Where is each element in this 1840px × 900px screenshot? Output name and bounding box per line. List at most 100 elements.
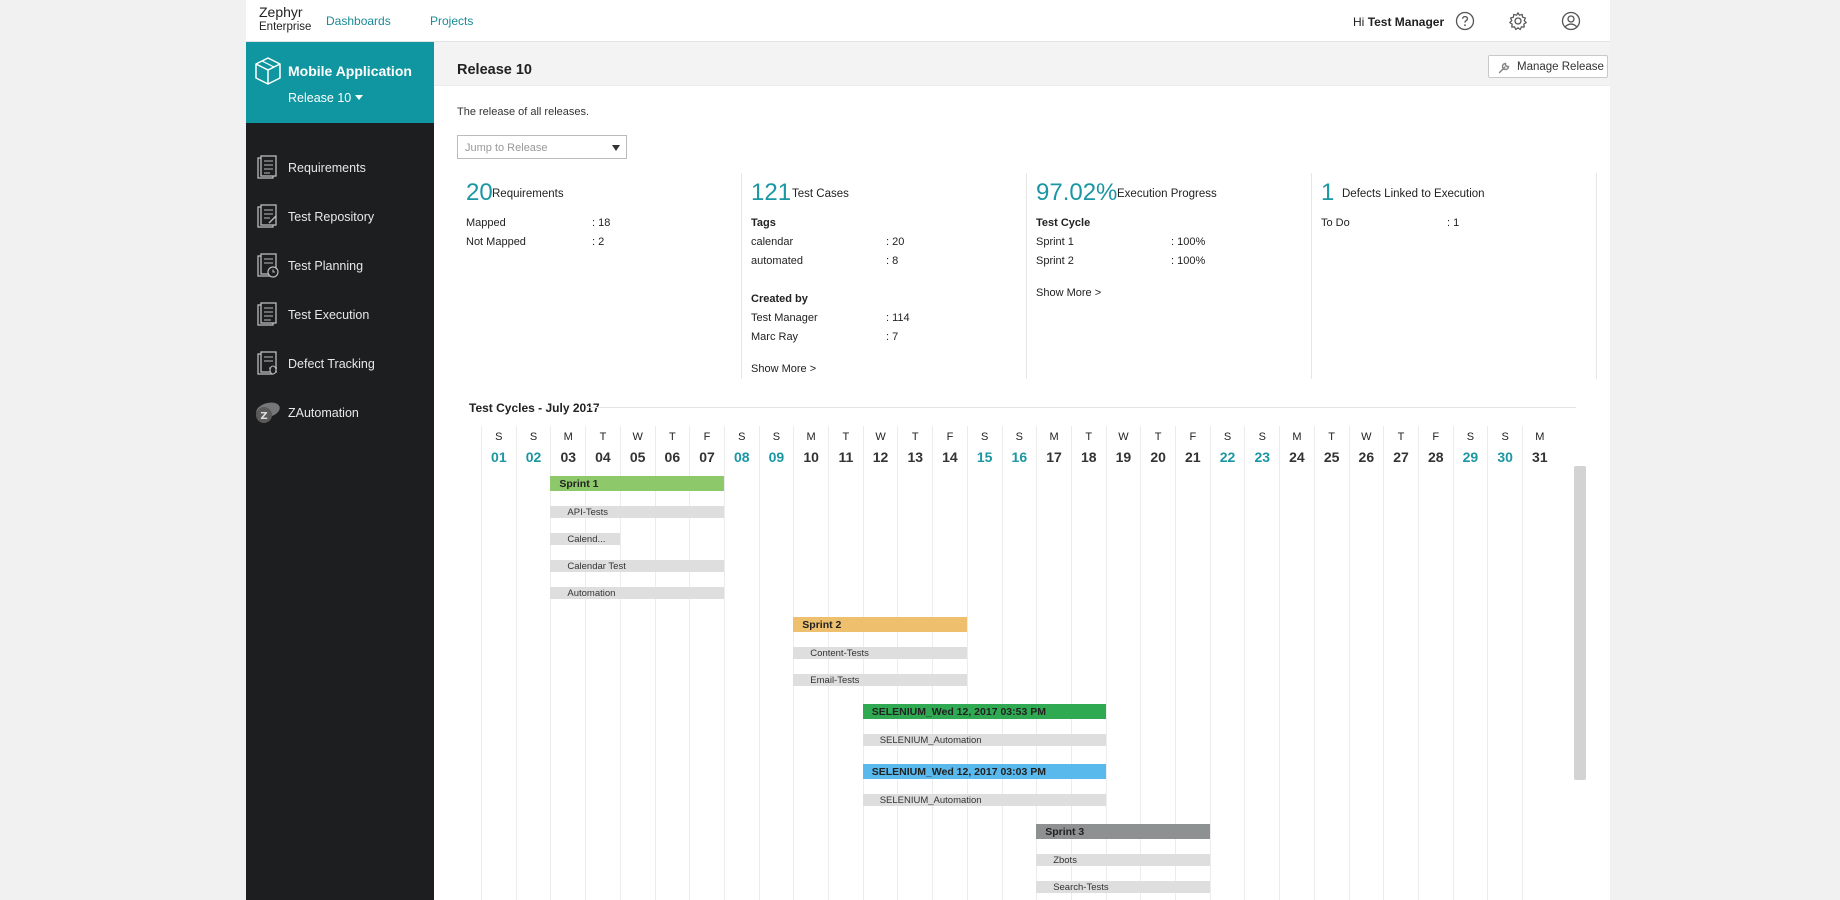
stat-value: : 2	[592, 236, 605, 248]
testcases-count[interactable]: 121	[751, 179, 792, 206]
defects-count[interactable]: 1	[1321, 179, 1335, 206]
calendar-day-column: T 20	[1140, 426, 1175, 900]
calendar-day-column: W 12	[862, 426, 898, 900]
stat-value: : 20	[886, 236, 905, 248]
gear-icon[interactable]	[1508, 11, 1528, 31]
weekday-label: S	[1501, 431, 1509, 443]
weekday-label: S	[772, 431, 781, 443]
test-phase-bar[interactable]: SELENIUM_Automation	[862, 794, 1106, 806]
test-phase-bar[interactable]: Automation	[550, 587, 724, 599]
calendar-day-column: S 02	[515, 426, 551, 900]
weekday-label: T	[668, 431, 676, 443]
calendar-day-column: M 17	[1036, 426, 1071, 900]
show-more-link[interactable]: Show More >	[751, 363, 817, 375]
weekday-label: S	[529, 431, 538, 443]
user-name[interactable]: Test Manager	[1367, 15, 1445, 29]
test-phase-bar[interactable]: Content-Tests	[793, 647, 967, 659]
test-phase-bar[interactable]: Search-Tests	[1036, 881, 1210, 893]
sidebar-item-test-execution[interactable]: Test Execution	[246, 295, 434, 335]
stat-key: To Do	[1321, 217, 1350, 229]
calendar-day-column: S 08	[723, 426, 759, 900]
test-phase-bar[interactable]: Zbots	[1036, 854, 1210, 866]
brand-logo[interactable]: Zephyr Enterprise	[259, 5, 311, 35]
execution-progress-value[interactable]: 97.02%	[1036, 179, 1118, 206]
calendar-title: Test Cycles - July 2017	[469, 401, 600, 415]
weekday-label: T	[599, 431, 607, 443]
sidebar-item-label: ZAutomation	[288, 406, 359, 420]
day-number: 22	[1219, 449, 1236, 465]
jump-to-release-select[interactable]: Jump to Release	[457, 135, 627, 159]
day-number: 24	[1289, 449, 1305, 465]
sidebar: Mobile Application Release 10 Requiremen…	[246, 42, 434, 900]
test-phase-bar[interactable]: API-Tests	[550, 506, 724, 518]
day-number: 12	[872, 449, 889, 465]
day-number: 23	[1254, 449, 1271, 465]
sidebar-item-label: Test Planning	[288, 259, 364, 273]
test-cycle-bar[interactable]: SELENIUM_Wed 12, 2017 03:03 PM	[862, 764, 1106, 779]
day-number: 13	[907, 449, 924, 465]
calendar-day-column: T 06	[654, 426, 690, 900]
sidebar-item-test-repository[interactable]: Test Repository	[246, 197, 434, 237]
day-number: 28	[1427, 449, 1444, 465]
calendar-day-column: M 10	[793, 426, 828, 900]
day-number: 30	[1497, 449, 1513, 465]
help-icon[interactable]	[1455, 11, 1475, 31]
weekday-label: S	[1223, 431, 1232, 443]
requirements-count[interactable]: 20	[466, 179, 493, 206]
sidebar-item-requirements[interactable]: Requirements	[246, 148, 434, 188]
test-cycle-bar[interactable]: Sprint 3	[1036, 824, 1210, 839]
brand-edition: Enterprise	[259, 21, 312, 33]
day-number: 25	[1323, 449, 1340, 465]
calendar-day-column: M 31	[1522, 426, 1557, 900]
test-cycle-bar[interactable]: Sprint 1	[550, 476, 724, 491]
weekday-label: T	[1154, 431, 1162, 443]
calendar-day-column: S 16	[1001, 426, 1037, 900]
weekday-label: M	[563, 431, 573, 443]
nav-projects-link[interactable]: Projects	[430, 14, 474, 28]
sidebar-item-defect-tracking[interactable]: Defect Tracking	[246, 344, 434, 384]
day-number: 18	[1080, 449, 1097, 465]
stat-key: Not Mapped	[466, 236, 526, 248]
calendar-day-column: F 14	[932, 426, 967, 900]
sidebar-item-zautomation[interactable]: Z ZAutomation	[246, 393, 434, 433]
stat-value: : 7	[886, 331, 899, 343]
weekday-label: M	[806, 431, 816, 443]
stat-key: Marc Ray	[751, 331, 799, 343]
test-phase-bar[interactable]: Calendar Test	[550, 560, 724, 572]
user-icon[interactable]	[1561, 11, 1581, 31]
show-more-link[interactable]: Show More >	[1036, 287, 1102, 299]
test-phase-bar[interactable]: SELENIUM_Automation	[862, 734, 1106, 746]
calendar-scrollbar[interactable]	[1574, 466, 1586, 780]
test-cycle-bar[interactable]: Sprint 2	[793, 617, 967, 632]
stat-key: Mapped	[466, 217, 506, 229]
calendar-day-column: F 21	[1175, 426, 1210, 900]
calendar-day-column: W 05	[619, 426, 655, 900]
sidebar-item-test-planning[interactable]: Test Planning	[246, 246, 434, 286]
manage-release-button[interactable]: Manage Release	[1488, 55, 1608, 78]
weekday-label: T	[842, 431, 850, 443]
calendar-day-column: F 28	[1417, 426, 1453, 900]
defects-summary-card: 1 Defects Linked to Execution To Do : 1	[1312, 173, 1597, 379]
day-number: 21	[1185, 449, 1201, 465]
release-dropdown[interactable]: Release 10	[288, 91, 364, 105]
test-cycle-bar[interactable]: SELENIUM_Wed 12, 2017 03:53 PM	[862, 704, 1106, 719]
test-phase-bar[interactable]: Calend...	[550, 533, 620, 545]
test-phase-bar[interactable]: Email-Tests	[793, 674, 967, 686]
project-selector[interactable]: Mobile Application Release 10	[246, 42, 434, 123]
weekday-label: F	[1189, 431, 1197, 443]
page-title: Release 10	[457, 62, 532, 78]
day-number: 29	[1462, 449, 1479, 465]
day-number: 02	[525, 449, 542, 465]
calendar-day-column: S 01	[481, 426, 516, 900]
day-number: 10	[803, 449, 819, 465]
svg-text:Z: Z	[260, 411, 267, 422]
main-content: Release 10 Manage Release The release of…	[434, 42, 1610, 900]
calendar-day-column: S 30	[1487, 426, 1522, 900]
day-number: 20	[1150, 449, 1166, 465]
created-by-heading: Created by	[751, 293, 808, 305]
requirements-summary-card: 20 Requirements Mapped : 18 Not Mapped :…	[457, 173, 742, 379]
nav-dashboards-link[interactable]: Dashboards	[326, 14, 391, 28]
weekday-label: T	[1085, 431, 1093, 443]
stat-key: Sprint 2	[1036, 255, 1074, 267]
calendar-day-column: W 26	[1348, 426, 1384, 900]
